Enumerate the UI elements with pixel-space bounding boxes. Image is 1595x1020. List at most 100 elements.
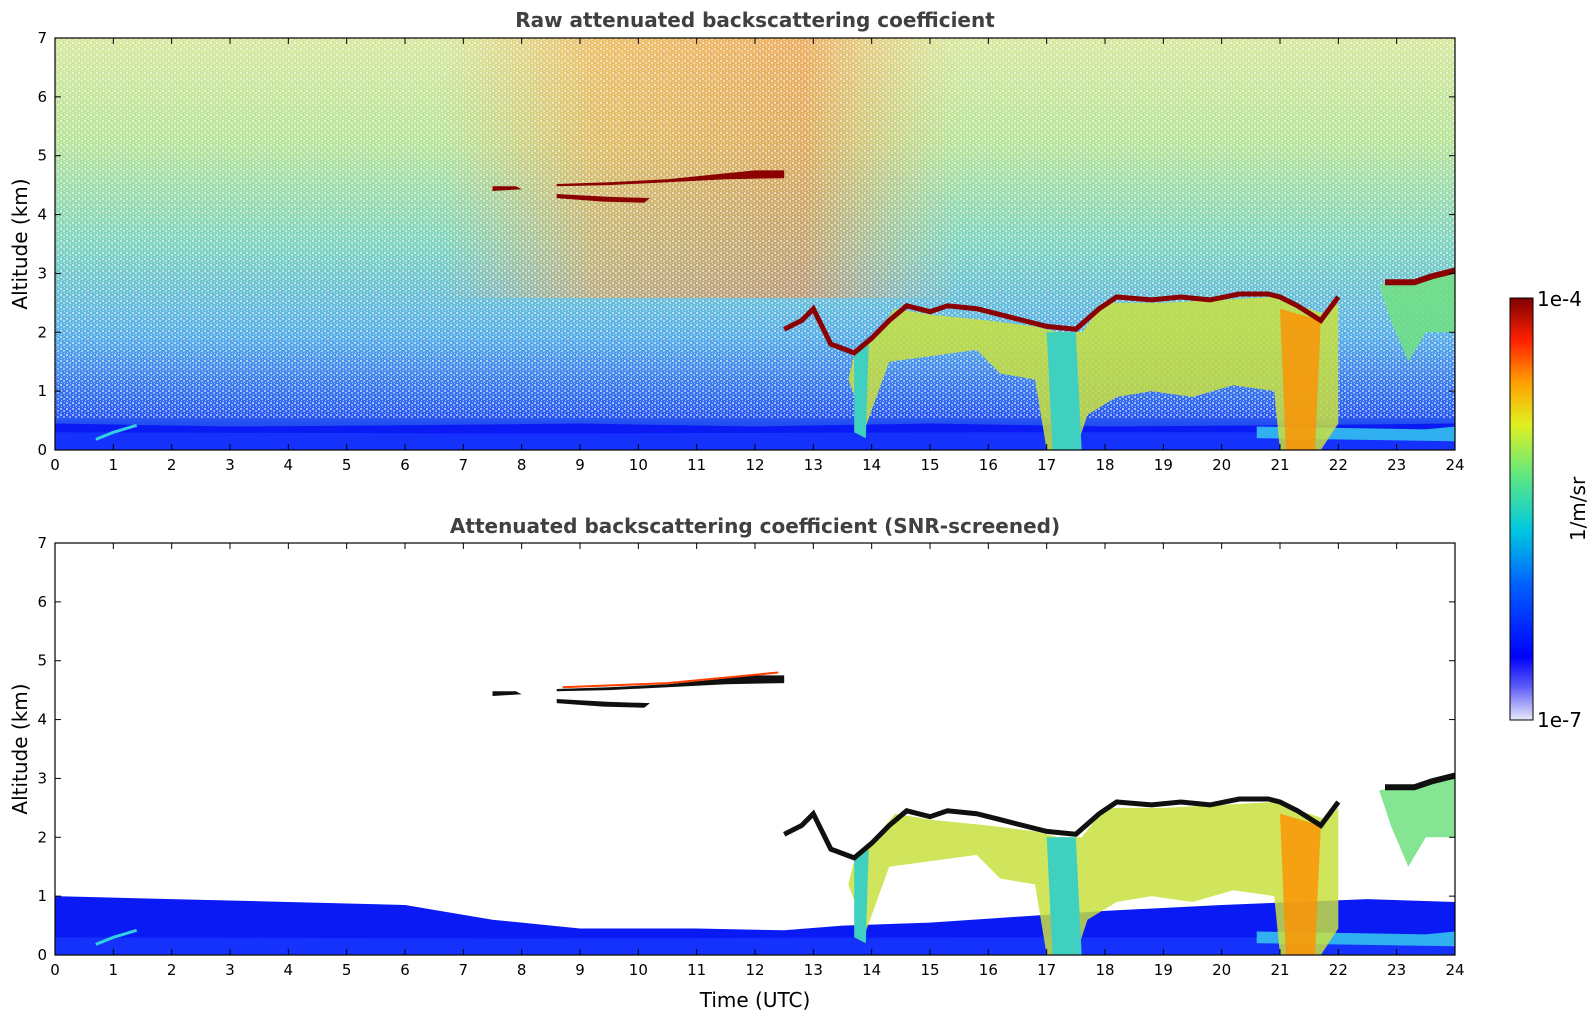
screened-xtick-label: 1 (109, 961, 119, 979)
cloud-body-right (1379, 273, 1455, 362)
raw-xtick-label: 8 (517, 456, 527, 474)
screened-xtick-label: 4 (284, 961, 294, 979)
screened-ytick-label: 6 (37, 593, 47, 611)
raw-xtick-label: 12 (745, 456, 764, 474)
screened-xtick-label: 18 (1095, 961, 1114, 979)
screened-xtick-label: 12 (745, 961, 764, 979)
raw-xtick-label: 19 (1154, 456, 1173, 474)
raw-xtick-label: 10 (629, 456, 648, 474)
screened-xtick-label: 8 (517, 961, 527, 979)
high-layer-lower (556, 194, 650, 203)
screened-panel-title: Attenuated backscattering coefficient (S… (450, 514, 1060, 538)
screened-xtick-label: 23 (1387, 961, 1406, 979)
screened-ytick-label: 5 (37, 652, 47, 670)
raw-xtick-label: 22 (1329, 456, 1348, 474)
screened-xtick-label: 15 (920, 961, 939, 979)
raw-xtick-label: 24 (1445, 456, 1464, 474)
raw-xtick-label: 4 (284, 456, 294, 474)
colorbar-unit-label: 1/m/sr (1566, 476, 1590, 541)
screened-xtick-label: 16 (979, 961, 998, 979)
screened-xtick-label: 21 (1270, 961, 1289, 979)
raw-panel-title: Raw attenuated backscattering coefficien… (515, 8, 995, 32)
colorbar-max-label: 1e-4 (1537, 287, 1582, 311)
screened-xtick-label: 19 (1154, 961, 1173, 979)
raw-xtick-label: 1 (109, 456, 119, 474)
screened-xtick-label: 10 (629, 961, 648, 979)
high-layer-edge (562, 671, 779, 689)
raw-ytick-label: 4 (37, 206, 47, 224)
screened-ytick-label: 0 (37, 946, 47, 964)
raw-xtick-label: 6 (400, 456, 410, 474)
raw-ytick-label: 6 (37, 88, 47, 106)
cloud-top-layer-right (1385, 267, 1455, 286)
cloud-precip-shaft (854, 344, 869, 439)
cloud-top-layer (783, 291, 1341, 356)
aerosol-streak (95, 423, 138, 441)
cloud-top-layer-right (1385, 772, 1455, 791)
screened-xtick-label: 11 (687, 961, 706, 979)
high-layer-fragment (492, 186, 522, 191)
colorbar-min-label: 1e-7 (1537, 708, 1582, 732)
colorbar: 1e-4 1e-7 1/m/sr (1509, 287, 1590, 732)
screened-xtick-label: 3 (225, 961, 235, 979)
screened-xtick-label: 9 (575, 961, 585, 979)
raw-xtick-label: 20 (1212, 456, 1231, 474)
cloud-precip-shaft (854, 849, 869, 944)
high-layer-upper (556, 170, 785, 187)
raw-ytick-label: 5 (37, 147, 47, 165)
raw-xtick-label: 21 (1270, 456, 1289, 474)
screened-xtick-label: 2 (167, 961, 177, 979)
screened-xtick-label: 7 (459, 961, 469, 979)
raw-ytick-label: 7 (37, 29, 47, 47)
cloud-top-layer (783, 796, 1341, 861)
raw-xtick-label: 13 (804, 456, 823, 474)
cloud-precip-shaft (1046, 332, 1082, 450)
screened-ytick-label: 4 (37, 711, 47, 729)
screened-ytick-label: 1 (37, 887, 47, 905)
raw-xtick-label: 2 (167, 456, 177, 474)
cloud-precip-shaft (1280, 813, 1321, 955)
screened-xtick-label: 20 (1212, 961, 1231, 979)
high-layer-lower (556, 699, 650, 708)
raw-ytick-label: 0 (37, 441, 47, 459)
raw-xtick-label: 15 (920, 456, 939, 474)
raw-xtick-label: 3 (225, 456, 235, 474)
screened-ytick-label: 3 (37, 769, 47, 787)
raw-xtick-label: 5 (342, 456, 352, 474)
raw-ytick-label: 2 (37, 323, 47, 341)
raw-xtick-label: 0 (50, 456, 60, 474)
aerosol-streak (95, 928, 138, 946)
raw-xtick-label: 7 (459, 456, 469, 474)
cloud-precip-shaft (1280, 308, 1321, 450)
raw-xtick-label: 18 (1095, 456, 1114, 474)
raw-ytick-label: 3 (37, 264, 47, 282)
cloud-body (848, 802, 1339, 955)
colorbar-gradient (1509, 297, 1534, 721)
screened-ytick-label: 7 (37, 534, 47, 552)
screened-xtick-label: 24 (1445, 961, 1464, 979)
high-layer-fragment (492, 691, 522, 696)
screened-xlabel: Time (UTC) (699, 988, 811, 1012)
screened-xtick-label: 13 (804, 961, 823, 979)
screened-xtick-label: 22 (1329, 961, 1348, 979)
screened-xtick-label: 0 (50, 961, 60, 979)
raw-xtick-label: 16 (979, 456, 998, 474)
screened-ylabel: Altitude (km) (8, 683, 32, 814)
raw-backscatter-panel: Raw attenuated backscattering coefficien… (8, 8, 1465, 474)
raw-xtick-label: 17 (1037, 456, 1056, 474)
screened-xtick-label: 5 (342, 961, 352, 979)
screened-backscatter-panel: Attenuated backscattering coefficient (S… (8, 514, 1465, 1012)
high-layer-upper (556, 675, 785, 692)
cloud-body (848, 297, 1339, 450)
raw-xtick-label: 23 (1387, 456, 1406, 474)
screened-xtick-label: 17 (1037, 961, 1056, 979)
screened-background (55, 543, 1455, 955)
cloud-body-right (1379, 778, 1455, 867)
raw-ytick-label: 1 (37, 382, 47, 400)
raw-ylabel: Altitude (km) (8, 178, 32, 309)
screened-xtick-label: 14 (862, 961, 881, 979)
screened-xtick-label: 6 (400, 961, 410, 979)
raw-xtick-label: 9 (575, 456, 585, 474)
raw-xtick-label: 14 (862, 456, 881, 474)
